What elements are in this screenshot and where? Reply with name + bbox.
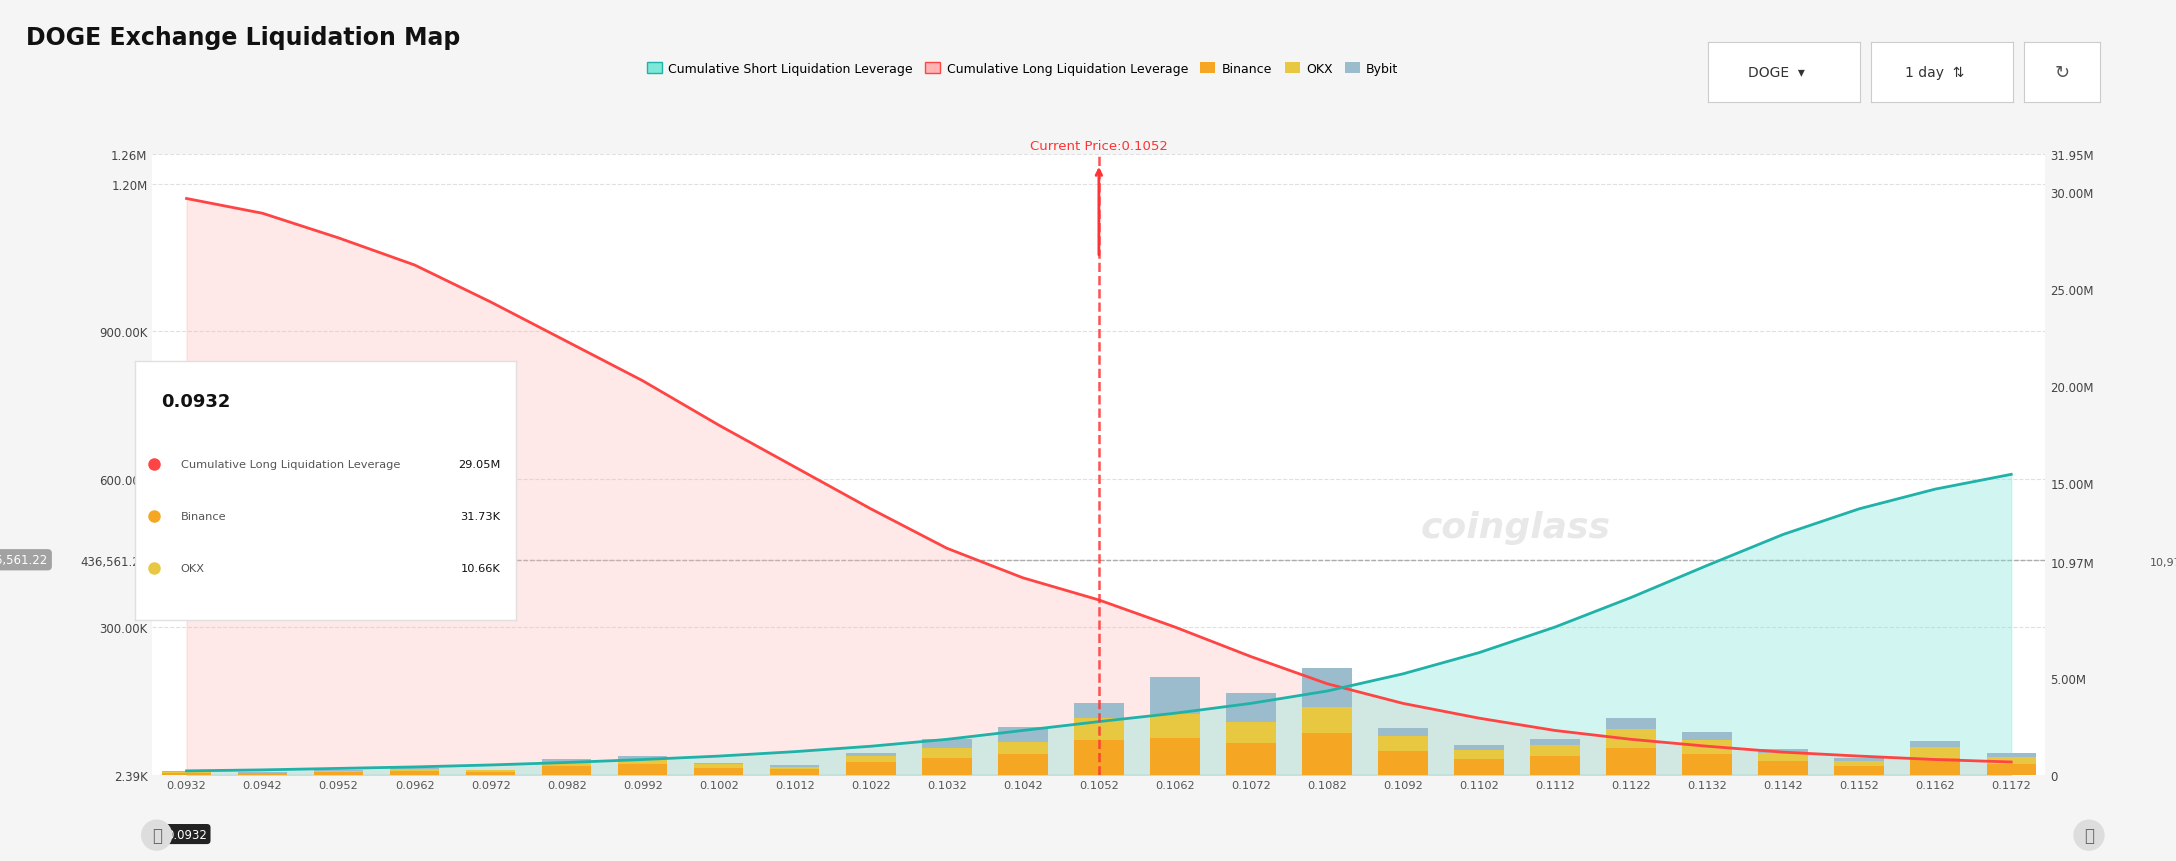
Bar: [1454, 759, 1504, 775]
Bar: [1151, 738, 1199, 775]
Bar: [846, 753, 897, 756]
Bar: [694, 768, 744, 775]
Bar: [1682, 740, 1732, 754]
Bar: [1758, 749, 1808, 753]
Bar: [1911, 741, 1961, 746]
Text: 10.66K: 10.66K: [461, 563, 500, 573]
Bar: [999, 727, 1047, 742]
Bar: [390, 769, 440, 771]
Bar: [1834, 760, 1884, 766]
Bar: [1227, 743, 1275, 775]
Bar: [846, 763, 897, 775]
Bar: [1454, 746, 1504, 750]
Text: 10,972,413.74: 10,972,413.74: [2150, 557, 2176, 567]
Bar: [1151, 678, 1199, 715]
Bar: [1075, 740, 1123, 775]
Bar: [1075, 703, 1123, 718]
Bar: [466, 771, 516, 775]
Bar: [1758, 753, 1808, 761]
Bar: [1606, 729, 1656, 748]
Bar: [1606, 748, 1656, 775]
Bar: [770, 765, 820, 767]
Text: ⏸: ⏸: [152, 827, 161, 844]
Text: 1 day  ⇅: 1 day ⇅: [1906, 66, 1965, 80]
Bar: [390, 771, 440, 775]
Text: OKX: OKX: [181, 563, 205, 573]
Bar: [313, 772, 363, 775]
Bar: [1606, 718, 1656, 729]
Text: coinglass: coinglass: [1421, 510, 1610, 544]
Bar: [542, 762, 592, 766]
Bar: [1301, 668, 1351, 708]
Text: DOGE Exchange Liquidation Map: DOGE Exchange Liquidation Map: [26, 26, 461, 50]
Text: Current Price:0.1052: Current Price:0.1052: [1029, 139, 1169, 152]
Text: 0.0932: 0.0932: [161, 393, 231, 411]
Bar: [161, 772, 211, 773]
Bar: [618, 759, 668, 764]
Bar: [1454, 750, 1504, 759]
Text: 29.05M: 29.05M: [459, 460, 500, 470]
Bar: [1530, 739, 1580, 746]
Text: DOGE  ▾: DOGE ▾: [1747, 66, 1806, 80]
Bar: [1682, 754, 1732, 775]
Text: 0.0932: 0.0932: [165, 827, 207, 840]
Text: ↻: ↻: [2054, 65, 2069, 82]
Bar: [1758, 761, 1808, 775]
Bar: [999, 742, 1047, 754]
Bar: [923, 758, 970, 775]
Bar: [999, 754, 1047, 775]
Bar: [237, 773, 287, 775]
Bar: [694, 765, 744, 768]
Bar: [770, 770, 820, 775]
Bar: [161, 773, 211, 775]
Bar: [1987, 753, 2037, 757]
Text: 436,561.22: 436,561.22: [0, 554, 48, 567]
Text: ⏸: ⏸: [2085, 827, 2093, 844]
Bar: [694, 763, 744, 765]
Text: 31.73K: 31.73K: [461, 511, 500, 522]
Bar: [313, 771, 363, 772]
Bar: [1377, 728, 1427, 736]
Bar: [1530, 746, 1580, 756]
Bar: [618, 764, 668, 775]
Bar: [1377, 752, 1427, 775]
Legend: Cumulative Short Liquidation Leverage, Cumulative Long Liquidation Leverage, Bin: Cumulative Short Liquidation Leverage, C…: [642, 58, 1404, 81]
Bar: [1682, 733, 1732, 740]
Bar: [1075, 718, 1123, 740]
Bar: [923, 740, 970, 748]
Bar: [923, 748, 970, 758]
Bar: [542, 759, 592, 762]
Bar: [1530, 756, 1580, 775]
Bar: [770, 767, 820, 770]
Text: Binance: Binance: [181, 511, 226, 522]
Bar: [846, 756, 897, 763]
Text: Cumulative Long Liquidation Leverage: Cumulative Long Liquidation Leverage: [181, 460, 400, 470]
Bar: [1151, 715, 1199, 738]
Bar: [1911, 758, 1961, 775]
Bar: [542, 766, 592, 775]
Bar: [1227, 693, 1275, 722]
Bar: [1301, 733, 1351, 775]
Bar: [618, 756, 668, 759]
Bar: [1301, 708, 1351, 733]
Bar: [390, 768, 440, 769]
Bar: [1911, 746, 1961, 758]
Bar: [1834, 758, 1884, 760]
Bar: [1834, 766, 1884, 775]
Bar: [1227, 722, 1275, 743]
Bar: [1987, 757, 2037, 764]
Bar: [1377, 736, 1427, 752]
Bar: [1987, 764, 2037, 775]
